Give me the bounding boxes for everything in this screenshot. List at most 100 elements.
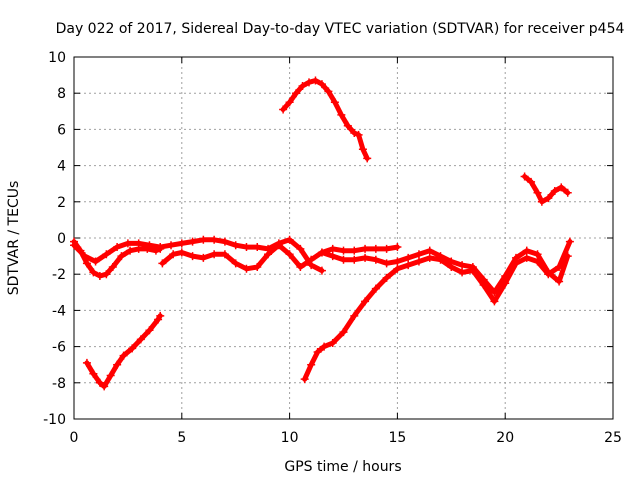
y-tick-label: 0 [57, 231, 66, 247]
data-point-marker [167, 241, 176, 250]
data-point-marker [210, 235, 219, 244]
data-point-marker [177, 248, 186, 257]
y-axis-label: SDTVAR / TECUs [6, 181, 22, 296]
data-point-marker [292, 89, 301, 98]
data-point-marker [350, 246, 359, 255]
y-tick-label: 8 [57, 86, 66, 102]
data-point-marker [537, 197, 546, 206]
data-point-marker [317, 248, 326, 257]
data-point-marker [320, 342, 329, 351]
data-point-marker [371, 284, 380, 293]
data-point-marker [296, 262, 305, 271]
data-point-marker [156, 243, 165, 252]
data-point-marker [311, 76, 320, 85]
axis-ticks: 0 5 10 15 20 25 -10 -8 -6 -4 -2 0 2 4 6 8 10 [43, 50, 622, 446]
data-point-marker [89, 369, 98, 378]
data-series [70, 76, 574, 391]
data-point-marker [350, 255, 359, 264]
data-point-marker [447, 257, 456, 266]
data-point-marker [231, 259, 240, 268]
series-arc-8 [520, 172, 572, 206]
data-point-marker [557, 183, 566, 192]
data-point-marker [565, 237, 574, 246]
data-point-marker [371, 244, 380, 253]
data-point-marker [156, 311, 165, 320]
y-tick-label: 6 [57, 122, 66, 138]
data-point-marker [117, 252, 126, 261]
series-arc-4 [279, 76, 372, 163]
data-point-marker [231, 241, 240, 250]
data-point-marker [242, 243, 251, 252]
data-point-marker [328, 244, 337, 253]
data-point-marker [317, 80, 326, 89]
data-point-marker [382, 244, 391, 253]
data-point-marker [298, 81, 307, 90]
data-point-marker [324, 87, 333, 96]
data-point-marker [82, 358, 91, 367]
data-point-marker [264, 250, 273, 259]
data-point-marker [520, 172, 529, 181]
data-point-marker [317, 266, 326, 275]
data-point-marker [393, 243, 402, 252]
data-point-marker [458, 268, 467, 277]
data-point-marker [330, 98, 339, 107]
data-point-marker [533, 250, 542, 259]
x-tick-label: 20 [496, 430, 514, 446]
data-point-marker [188, 237, 197, 246]
data-point-marker [479, 275, 488, 284]
y-tick-label: 2 [57, 195, 66, 211]
series-arc-3 [158, 241, 402, 273]
data-point-marker [253, 262, 262, 271]
data-point-marker [358, 145, 367, 154]
data-point-marker [354, 130, 363, 139]
data-point-marker [253, 243, 262, 252]
y-tick-label: -2 [52, 267, 66, 283]
data-point-marker [501, 272, 510, 281]
data-point-marker [363, 154, 372, 163]
data-point-marker [414, 250, 423, 259]
data-point-marker [350, 129, 359, 138]
data-point-marker [544, 268, 553, 277]
data-point-marker [285, 98, 294, 107]
data-point-marker [425, 253, 434, 262]
y-tick-label: -4 [52, 303, 66, 319]
data-point-marker [425, 246, 434, 255]
data-point-marker [285, 235, 294, 244]
data-point-marker [177, 239, 186, 248]
data-point-marker [158, 259, 167, 268]
y-tick-label: 10 [48, 50, 66, 66]
data-point-marker [313, 348, 322, 357]
data-point-marker [199, 253, 208, 262]
data-point-marker [136, 335, 145, 344]
data-point-marker [95, 378, 104, 387]
x-tick-label: 5 [177, 430, 186, 446]
data-point-marker [220, 250, 229, 259]
data-point-marker [91, 257, 100, 266]
data-point-marker [328, 252, 337, 261]
data-point-marker [307, 360, 316, 369]
data-point-marker [490, 288, 499, 297]
x-axis-label: GPS time / hours [284, 459, 401, 475]
data-point-marker [307, 255, 316, 264]
data-point-marker [522, 253, 531, 262]
data-point-marker [371, 255, 380, 264]
series-trace [84, 313, 163, 389]
data-point-marker [106, 371, 115, 380]
data-point-marker [145, 326, 154, 335]
x-tick-label: 15 [388, 430, 406, 446]
data-point-marker [490, 297, 499, 306]
x-tick-label: 25 [604, 430, 622, 446]
data-point-marker [285, 250, 294, 259]
y-tick-label: 4 [57, 159, 66, 175]
data-point-marker [511, 253, 520, 262]
data-point-marker [242, 264, 251, 273]
chart-title: Day 022 of 2017, Sidereal Day-to-day VTE… [56, 21, 625, 37]
data-point-marker [100, 382, 109, 391]
data-point-marker [113, 243, 122, 252]
data-point-marker [550, 186, 559, 195]
data-point-marker [337, 110, 346, 119]
data-point-marker [522, 246, 531, 255]
data-point-marker [361, 297, 370, 306]
data-point-marker [102, 270, 111, 279]
